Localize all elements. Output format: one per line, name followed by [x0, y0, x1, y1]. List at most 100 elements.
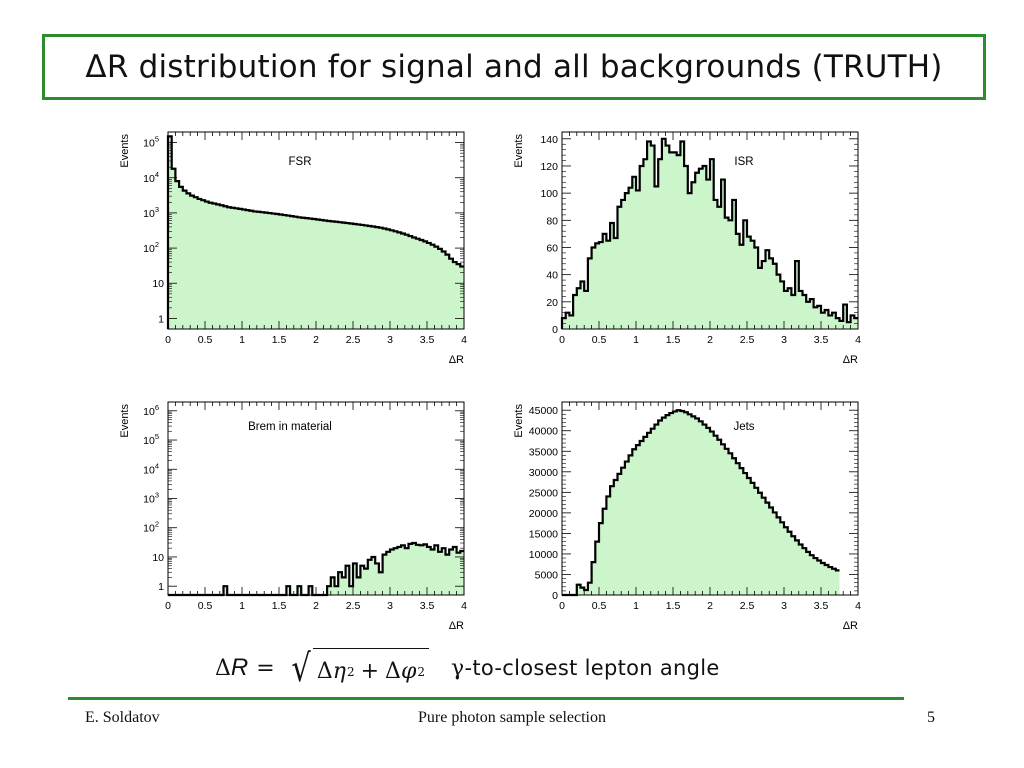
y-axis-label-isr: Events [513, 134, 525, 168]
formula-delta-phi-delta: Δ [385, 659, 401, 684]
histogram-jets-outline [562, 409, 840, 597]
y-tick-label-isr: 80 [546, 215, 558, 227]
y-axis-label-brem-in-material: Events [119, 404, 131, 438]
y-tick-label-brem-in-material: 10 [152, 552, 164, 564]
x-tick-label-fsr: 1.5 [272, 334, 287, 346]
x-tick-label-jets: 0.5 [592, 600, 607, 612]
y-tick-label-isr: 120 [540, 161, 558, 173]
formula-delta: Δ [215, 655, 231, 681]
x-tick-label-isr: 3.5 [814, 334, 829, 346]
y-axis-label-fsr: Events [119, 134, 131, 168]
x-tick-label-fsr: 0.5 [198, 334, 213, 346]
x-tick-label-brem-in-material: 3.5 [420, 600, 435, 612]
histogram-isr: 0 0.5 1 1.5 2 2.5 3 3.5 4020406080100120140ΔREve… [513, 131, 861, 366]
x-tick-label-jets: 4 [855, 600, 861, 612]
y-tick-label-isr: 20 [546, 297, 558, 309]
y-tick-label-isr: 0 [552, 324, 558, 336]
x-tick-label-isr: 2 [707, 334, 713, 346]
y-tick-label-jets: 20000 [529, 508, 558, 520]
y-tick-exponent: 6 [155, 403, 159, 412]
histogram-isr-outline [560, 137, 858, 329]
y-tick-label-fsr: 102 [143, 240, 159, 255]
y-axis-label-jets: Events [513, 404, 525, 438]
y-tick-label-fsr: 105 [143, 135, 159, 150]
radical-sign: √ [291, 646, 311, 690]
formula-plus: + [360, 659, 380, 684]
angle-caption: γ-to-closest lepton angle [451, 656, 720, 681]
y-tick-label-fsr: 103 [143, 205, 159, 220]
histogram-fsr-fill [168, 136, 464, 329]
x-axis-label-fsr: ΔR [449, 354, 464, 366]
x-tick-label-brem-in-material: 4 [461, 600, 467, 612]
x-tick-label-brem-in-material: 1 [239, 600, 245, 612]
histogram-jets-fill [562, 410, 840, 595]
formula-delta-eta-delta: Δ [316, 659, 333, 684]
panel-label-brem-in-material: Brem in material [248, 421, 332, 433]
y-tick-label-brem-in-material: 104 [143, 461, 159, 476]
y-tick-exponent: 4 [155, 170, 159, 179]
formula-phi: φ [400, 659, 417, 684]
y-tick-exponent: 2 [155, 240, 159, 249]
y-tick-label-fsr: 104 [143, 170, 159, 185]
x-tick-label-jets: 1.5 [666, 600, 681, 612]
histogram-brem: 0 0.5 1 1.5 2 2.5 3 3.5 4 1 10 102 103 104 105 106 ΔR Eve… [119, 401, 467, 632]
x-axis-label-brem-in-material: ΔR [449, 620, 464, 632]
x-tick-label-brem-in-material: 0.5 [198, 600, 213, 612]
formula-eta: η [332, 659, 346, 684]
formula-equals: = [256, 655, 275, 681]
y-tick-exponent: 3 [155, 491, 159, 500]
x-tick-label-brem-in-material: 0 [165, 600, 171, 612]
x-tick-label-brem-in-material: 2 [313, 600, 319, 612]
histogram-isr-panel: 0 0.5 1 1.5 2 2.5 3 3.5 4 0 20 40 60 80 100 120 140 ΔR Eve… [504, 120, 874, 380]
x-tick-label-isr: 2.5 [740, 334, 755, 346]
y-tick-label-jets: 30000 [529, 467, 558, 479]
x-tick-label-jets: 2.5 [740, 600, 755, 612]
x-tick-label-fsr: 3.5 [420, 334, 435, 346]
panel-label-jets: Jets [733, 421, 754, 433]
footer-rule [68, 697, 904, 700]
x-tick-label-isr: 3 [781, 334, 787, 346]
y-tick-label-jets: 35000 [529, 446, 558, 458]
y-tick-exponent: 4 [155, 461, 159, 470]
y-tick-label-jets: 0 [552, 590, 558, 602]
x-tick-label-jets: 1 [633, 600, 639, 612]
histogram-fsr: 0 0.5 1 1.5 2 2.5 3 3.5 4 1 10 102 103 104 105 ΔR Events… [119, 131, 467, 366]
formula-phi-exp: 2 [417, 664, 425, 679]
x-tick-label-fsr: 4 [461, 334, 467, 346]
y-tick-exponent: 3 [155, 205, 159, 214]
y-tick-label-brem-in-material: 1 [158, 581, 164, 593]
y-tick-exponent: 5 [155, 135, 159, 144]
x-tick-label-isr: 1 [633, 334, 639, 346]
x-tick-label-fsr: 1 [239, 334, 245, 346]
histogram-jets: 0 0.5 1 1.5 2 2.5 3 3.5 4 0 5000 10000 15000 20000 250… [513, 401, 861, 632]
y-tick-exponent: 2 [155, 520, 159, 529]
x-tick-label-brem-in-material: 1.5 [272, 600, 287, 612]
x-tick-label-fsr: 2.5 [346, 334, 361, 346]
y-tick-label-jets: 40000 [529, 426, 558, 438]
formula-eta-exp: 2 [346, 664, 355, 679]
y-tick-label-jets: 45000 [529, 405, 558, 417]
x-tick-label-isr: 0 [559, 334, 565, 346]
x-tick-label-jets: 3 [781, 600, 787, 612]
footer-author: E. Soldatov [85, 709, 160, 726]
y-tick-label-brem-in-material: 102 [143, 520, 159, 535]
caption-text: -to-closest lepton angle [464, 655, 720, 680]
x-axis-label-jets: ΔR [843, 620, 858, 632]
y-tick-label-brem-in-material: 105 [143, 432, 159, 447]
x-tick-label-brem-in-material: 3 [387, 600, 393, 612]
y-tick-label-isr: 40 [546, 270, 558, 282]
x-tick-label-isr: 1.5 [666, 334, 681, 346]
y-tick-label-jets: 5000 [535, 569, 559, 581]
histogram-jets-panel: 0 0.5 1 1.5 2 2.5 3 3.5 4 0 5000 10000 15000 20000 250… [504, 390, 874, 640]
y-tick-label-jets: 10000 [529, 549, 558, 561]
slide-title: ΔR distribution for signal and all backg… [85, 49, 943, 85]
x-axis-label-isr: ΔR [843, 354, 858, 366]
y-tick-label-jets: 15000 [529, 528, 558, 540]
histogram-brem-in-material-fill [168, 543, 464, 595]
y-tick-label-brem-in-material: 106 [143, 403, 159, 418]
x-tick-label-fsr: 3 [387, 334, 393, 346]
y-tick-label-isr: 100 [540, 188, 558, 200]
